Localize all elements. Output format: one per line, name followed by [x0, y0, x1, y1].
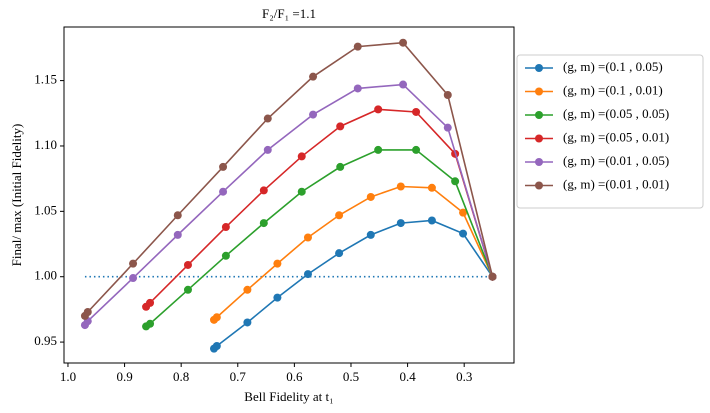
legend-box: [516, 54, 704, 209]
data-point: [129, 259, 138, 268]
data-point: [263, 114, 272, 123]
data-point: [273, 259, 282, 268]
data-point: [459, 208, 468, 217]
data-point: [374, 105, 383, 114]
data-point: [212, 342, 221, 351]
y-tick-label: 1.10: [34, 137, 57, 152]
legend-label: (g, m) =(0.1 , 0.01): [563, 82, 663, 97]
data-point: [212, 313, 221, 322]
plot-area: [63, 26, 515, 364]
data-point: [488, 272, 497, 281]
x-tick-label: 0.5: [343, 369, 359, 384]
legend-marker: [535, 87, 543, 96]
chart-title: F₂/F₁ =1.1: [262, 6, 316, 21]
y-tick-label: 1.00: [34, 268, 57, 283]
x-tick-label: 0.9: [116, 369, 132, 384]
data-point: [173, 211, 182, 220]
y-tick-label: 1.05: [34, 202, 57, 217]
series-line: [213, 185, 494, 321]
series-line: [213, 219, 494, 350]
data-point: [297, 152, 306, 161]
legend-marker: [535, 111, 543, 119]
data-point: [243, 318, 252, 327]
data-point: [412, 145, 421, 154]
data-point: [146, 298, 155, 307]
data-point: [309, 110, 318, 119]
data-point: [309, 72, 318, 81]
data-point: [183, 260, 192, 269]
legend-marker: [535, 134, 543, 143]
y-tick-label: 0.95: [34, 333, 57, 348]
data-point: [396, 182, 405, 191]
data-point: [146, 319, 155, 328]
series-line: [145, 149, 494, 328]
data-point: [303, 270, 312, 279]
data-point: [353, 84, 362, 93]
data-point: [221, 251, 230, 260]
x-axis-label: Bell Fidelity at t₁: [244, 389, 333, 404]
data-point: [399, 38, 408, 47]
data-point: [243, 285, 252, 294]
data-point: [219, 187, 228, 196]
data-point: [399, 80, 408, 89]
data-point: [353, 42, 362, 51]
data-point: [427, 183, 436, 192]
x-tick-label: 0.6: [286, 369, 303, 384]
legend-label: (g, m) =(0.05 , 0.05): [563, 106, 669, 121]
legend-label: (g, m) =(0.05 , 0.01): [563, 129, 669, 144]
data-point: [336, 122, 345, 131]
data-point: [459, 229, 468, 238]
legend-label: (g, m) =(0.01 , 0.05): [563, 153, 669, 168]
data-point: [297, 187, 306, 196]
data-point: [183, 285, 192, 294]
data-point: [335, 211, 344, 220]
data-point: [129, 274, 138, 283]
data-point: [451, 177, 460, 186]
data-point: [443, 90, 452, 99]
legend-label: (g, m) =(0.01 , 0.01): [563, 176, 669, 191]
data-point: [221, 223, 230, 232]
data-point: [259, 186, 268, 195]
x-tick-label: 0.8: [173, 369, 189, 384]
data-point: [303, 233, 312, 242]
data-point: [412, 107, 421, 116]
legend-marker: [535, 64, 543, 72]
legend-label: (g, m) =(0.1 , 0.05): [563, 59, 663, 74]
data-point: [396, 219, 405, 228]
data-point: [83, 308, 92, 317]
legend-marker: [535, 181, 543, 190]
data-point: [366, 230, 375, 239]
x-tick-label: 0.3: [456, 369, 472, 384]
data-point: [259, 219, 268, 228]
x-tick-label: 1.0: [60, 369, 76, 384]
y-tick-label: 1.15: [34, 72, 57, 87]
data-point: [219, 162, 228, 171]
data-point: [374, 145, 383, 154]
data-point: [443, 123, 452, 132]
x-tick-label: 0.4: [399, 369, 416, 384]
legend-marker: [535, 158, 543, 166]
y-axis-label: Final/ max (Initial Fidelity): [9, 124, 24, 267]
data-point: [263, 145, 272, 154]
data-point: [273, 293, 282, 302]
data-point: [173, 230, 182, 239]
series-line: [84, 41, 494, 317]
data-point: [335, 249, 344, 258]
data-point: [336, 162, 345, 171]
data-point: [427, 216, 436, 225]
data-point: [366, 192, 375, 201]
x-tick-label: 0.7: [230, 369, 247, 384]
